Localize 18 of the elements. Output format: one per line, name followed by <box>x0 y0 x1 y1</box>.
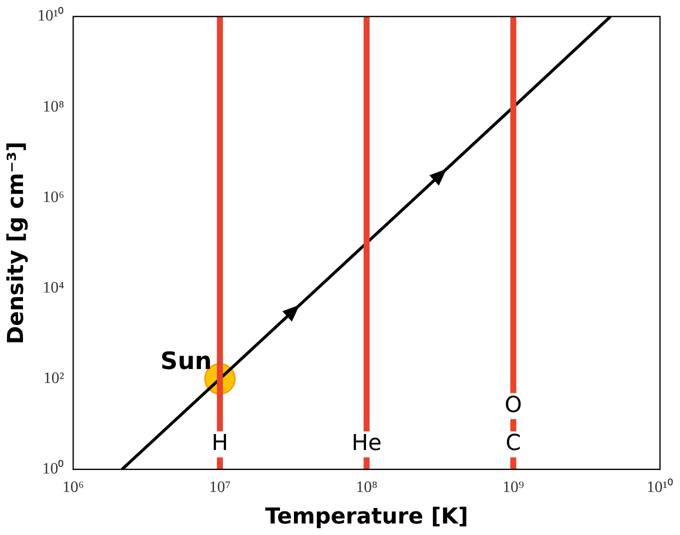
y-axis-title: Density [g cm⁻³] <box>4 142 29 344</box>
y-tick-label: 10⁶ <box>42 188 64 206</box>
y-tick-label: 10² <box>43 370 64 388</box>
x-tick-label: 10⁷ <box>209 479 231 496</box>
y-tick-label: 10⁰ <box>42 460 64 478</box>
x-tick-label: 10⁸ <box>356 479 378 496</box>
y-tick-label: 10⁴ <box>42 279 65 296</box>
y-tick-label: 10⁸ <box>42 98 64 116</box>
y-tick-label: 10¹⁰ <box>37 6 64 25</box>
x-tick-label: 10⁶ <box>62 479 84 496</box>
ref-line-label: H <box>212 431 228 456</box>
x-tick-label: 10⁹ <box>502 479 525 496</box>
ref-line-label: He <box>352 431 382 456</box>
annotation: O <box>504 392 522 418</box>
x-axis-title: Temperature [K] <box>265 504 468 530</box>
series-label: Sun <box>160 347 212 376</box>
ref-line-label: C <box>506 431 521 456</box>
x-tick-label: 10¹⁰ <box>646 478 674 496</box>
